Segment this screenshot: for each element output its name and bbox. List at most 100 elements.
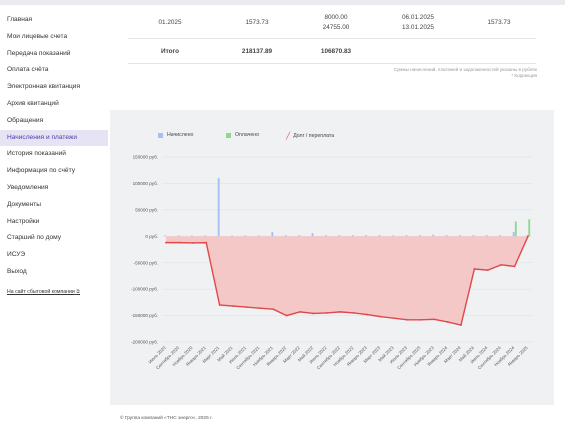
accrued-bar [512,232,515,237]
debt-point [218,304,221,306]
debt-point [325,312,328,314]
accrued-bar [445,235,448,237]
sidebar-item-meter-readings[interactable]: Передача показаний [7,49,71,57]
sidebar-item-home[interactable]: Главная [7,16,33,23]
sidebar-item-requests[interactable]: Обращения [7,116,44,124]
debt-point [473,268,476,270]
debt-point [205,241,208,244]
payment-date-2: 13.01.2025 [402,24,434,31]
accrued-bar [231,235,234,237]
accrued-bar [338,235,341,237]
company-site-link-label[interactable]: На сайт сбытовой компании [7,288,75,295]
sidebar-item-receipt-archive[interactable]: Архив квитанций [7,99,59,107]
accrued-bar [311,233,314,237]
accrued-bar [257,235,260,237]
accrued-bar [459,235,461,237]
legend-debt-label: Долг / переплата [293,133,335,139]
sidebar-item-charges-payments[interactable]: Начисления и платежи [0,129,108,147]
debt-point [460,324,462,326]
accrued-bar [164,235,166,237]
total-paid: 106870.83 [320,48,352,55]
debt-point [312,312,315,315]
debt-point [527,235,529,238]
debt-point [191,241,194,244]
accrued-bar [244,235,247,237]
debt-point [366,313,369,316]
debt-point [339,310,342,313]
debt-line [166,236,529,326]
sidebar-item-account-info[interactable]: Информация по счёту [7,167,75,175]
debt-point [419,318,422,321]
debt-point [245,306,248,309]
debt-point [352,312,355,314]
paid-cell-2: 24755.00 [322,24,350,31]
company-site-link[interactable]: На сайт сбытовой компании ⧉ [0,289,108,296]
amount-cell: 1573.73 [487,19,511,26]
external-link-icon: ⧉ [76,288,80,295]
sidebar-item-logout[interactable]: Выход [7,267,27,275]
total-accrued: 218137.89 [241,48,273,55]
debt-point [299,310,301,313]
y-tick-label: -50000 руб. [134,260,158,265]
table-row: 01.2025 1573.73 8000.00 24755.00 06.01.2… [128,5,536,39]
payment-date-1: 06.01.2025 [402,14,434,21]
legend-paid-label: Оплачено [235,132,259,138]
accrued-bar [204,235,207,237]
accrued-bar [325,235,327,237]
sidebar-item-readings-history[interactable]: История показаний [7,150,66,158]
legend-paid-swatch [226,132,231,138]
chart-panel: Начислено Оплачено ╱ Долг / переплата 15… [110,110,554,405]
accrued-bar [472,235,475,237]
y-tick-label: -150000 руб. [131,313,158,318]
debt-point [165,241,167,244]
y-tick-label: 100000 руб. [133,181,158,186]
sidebar-item-settings[interactable]: Настройки [7,217,40,225]
accrued-bar [177,235,180,237]
accrued-bar [485,235,488,237]
accrued-bar [405,235,408,237]
y-tick-label: 50000 руб. [135,207,158,212]
total-row: Итого 218137.89 106870.83 [128,39,536,64]
legend-accrued-swatch [158,132,163,138]
paid-bar [514,221,517,237]
legend-paid[interactable]: Оплачено [226,132,259,138]
legend-accrued[interactable]: Начислено [158,132,193,138]
legend-debt-line-icon: ╱ [286,133,291,140]
y-tick-label: -100000 руб. [131,287,158,292]
paid-bar [528,219,531,237]
sidebar-item-house-elder[interactable]: Старший по дому [7,234,62,242]
legend-accrued-label: Начислено [167,132,194,138]
sidebar-item-payment[interactable]: Оплата счёта [7,66,49,74]
accrued-bar [499,235,502,237]
sidebar-item-documents[interactable]: Документы [7,200,41,208]
debt-point [446,321,449,323]
y-tick-label: 0 руб. [145,234,158,239]
sidebar-item-accounts[interactable]: Мои лицевые счета [7,32,68,40]
paid-cell-1: 8000.00 [324,14,348,21]
period-cell: 01.2025 [158,19,182,26]
correction-note: * Коррекция [511,73,537,79]
legend-debt[interactable]: ╱ Долг / переплата [286,132,334,140]
footer-copyright: © Группа компаний «ТНС энерго», 2025 г. [120,416,213,421]
charges-chart: 150000 руб. 100000 руб. 50000 руб. 0 руб. -5… [131,155,532,370]
debt-point [433,318,436,321]
total-label: Итого [160,48,180,55]
accrued-bar [298,235,301,237]
accrued-bar [271,232,274,237]
debt-point [513,265,516,268]
sidebar-item-notifications[interactable]: Уведомления [7,183,49,191]
debt-point [285,314,288,317]
sidebar-item-e-receipt[interactable]: Электронная квитанция [7,83,81,91]
debt-area [166,236,528,326]
debt-point [258,307,261,310]
accrued-bar [284,235,287,237]
debt-point [393,317,395,320]
debt-point [500,263,503,266]
charges-table: 01.2025 1573.73 8000.00 24755.00 06.01.2… [128,5,536,64]
accrued-bar [392,235,394,237]
currency-note: Суммы начислений, платежей и задолженнос… [393,67,537,72]
accrued-bar [351,235,354,237]
y-tick-label: 150000 руб. [133,155,158,160]
accrued-bar [217,178,220,237]
sidebar-item-isue[interactable]: ИСУЭ [7,251,26,259]
